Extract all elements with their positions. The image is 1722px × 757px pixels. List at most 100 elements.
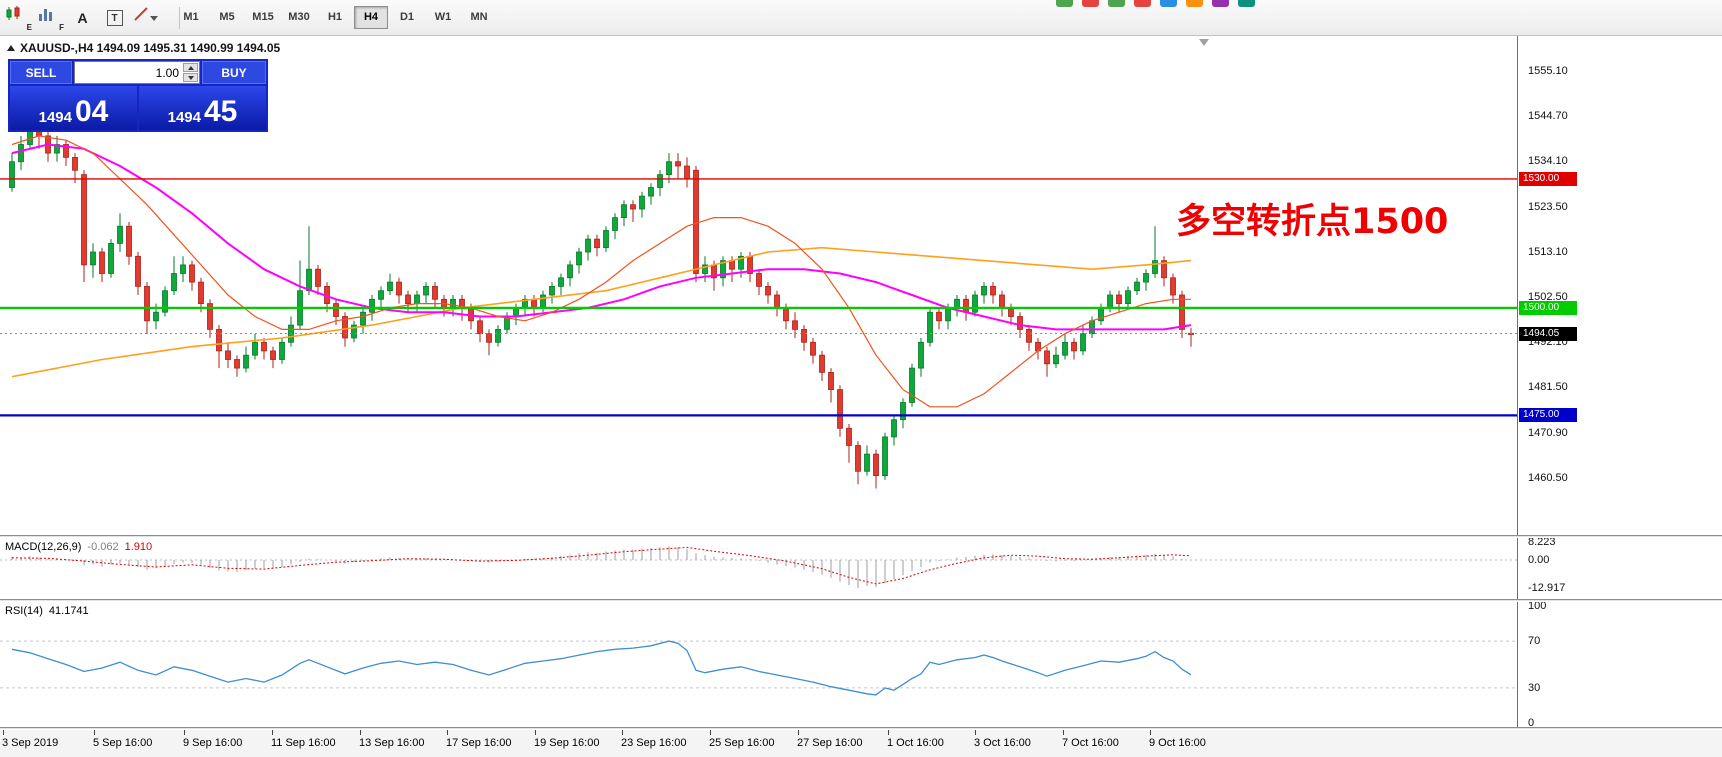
timeframe-button-W1[interactable]: W1 bbox=[434, 11, 452, 23]
buy-button[interactable]: BUY bbox=[202, 61, 266, 84]
chevron-down-icon bbox=[149, 15, 158, 21]
price-axis-label: 1502.50 bbox=[1528, 291, 1568, 303]
candle-chart-tool-button[interactable]: E bbox=[4, 5, 33, 32]
price-axis-label: 1523.50 bbox=[1528, 201, 1568, 213]
timeframe-button-M30[interactable]: M30 bbox=[288, 11, 310, 23]
text-frame-tool-button[interactable]: T bbox=[100, 5, 129, 31]
bar-chart-icon bbox=[39, 9, 52, 21]
price-axis-label: 1555.10 bbox=[1528, 65, 1568, 77]
price-axis-label: 1460.50 bbox=[1528, 472, 1568, 484]
arrow-down-icon bbox=[187, 75, 194, 80]
rsi-axis-label: 100 bbox=[1528, 600, 1547, 612]
timeframe-button-H1[interactable]: H1 bbox=[327, 11, 343, 23]
volume-stepper-buttons bbox=[183, 63, 198, 82]
tool-badge: F bbox=[59, 23, 64, 32]
rsi-axis-label: 30 bbox=[1528, 682, 1541, 694]
macd-main-value: -0.062 bbox=[87, 541, 119, 553]
price-axis-label: 1481.50 bbox=[1528, 381, 1568, 393]
time-axis-label: 25 Sep 16:00 bbox=[709, 737, 775, 749]
line-studies-tool-button[interactable] bbox=[132, 5, 172, 31]
time-axis-tick bbox=[1063, 730, 1064, 735]
time-axis-tick bbox=[94, 730, 95, 735]
sell-button[interactable]: SELL bbox=[10, 61, 72, 84]
arrow-up-icon bbox=[187, 65, 194, 70]
rsi-label: RSI(14) 41.1741 bbox=[5, 605, 89, 617]
toolbar-separator bbox=[179, 7, 180, 29]
chart-annotation-text: 多空转折点1500 bbox=[1176, 202, 1449, 242]
price-chart-panel: XAUUSD-,H4 1494.09 1495.31 1490.99 1494.… bbox=[0, 35, 1517, 535]
time-axis-tick bbox=[975, 730, 976, 735]
time-axis-label: 11 Sep 16:00 bbox=[271, 737, 336, 749]
timeframe-button-MN[interactable]: MN bbox=[470, 11, 488, 23]
rsi-value: 41.1741 bbox=[48, 605, 89, 617]
rsi-canvas[interactable] bbox=[0, 602, 1517, 727]
time-axis-label: 1 Oct 16:00 bbox=[887, 737, 944, 749]
price-axis-label: 1534.10 bbox=[1528, 155, 1568, 167]
time-axis[interactable]: 3 Sep 2019 5 Sep 16:00 9 Sep 16:00 11 Sep 1… bbox=[0, 730, 1722, 757]
panel-splitter[interactable] bbox=[0, 727, 1722, 730]
price-axis-label: 1470.90 bbox=[1528, 427, 1568, 439]
price-axis-label: 1544.70 bbox=[1528, 110, 1568, 122]
price-axis[interactable]: 1555.10 1544.70 1534.10 1523.50 1513.10 1502.… bbox=[1517, 35, 1722, 730]
macd-signal-value: 1.910 bbox=[124, 541, 153, 553]
timeframe-button-M5[interactable]: M5 bbox=[219, 11, 235, 23]
clipped-toolbar-icon[interactable] bbox=[1238, 0, 1255, 7]
time-axis-tick bbox=[888, 730, 889, 735]
time-axis-tick bbox=[184, 730, 185, 735]
sell-price-display[interactable]: 1494 04 bbox=[10, 86, 137, 130]
time-axis-tick bbox=[1150, 730, 1151, 735]
time-axis-label: 27 Sep 16:00 bbox=[797, 737, 863, 749]
clipped-toolbar-icon[interactable] bbox=[1212, 0, 1229, 7]
text-label-tool-button[interactable]: A bbox=[68, 5, 97, 31]
clipped-toolbar-icon[interactable] bbox=[1082, 0, 1099, 7]
chart-tools-group: E F A T bbox=[4, 5, 187, 32]
time-axis-label: 13 Sep 16:00 bbox=[359, 737, 425, 749]
sell-price-main: 1494 bbox=[38, 109, 72, 126]
time-axis-tick bbox=[798, 730, 799, 735]
price-tag: 1500.00 bbox=[1519, 301, 1577, 315]
clipped-toolbar-icon[interactable] bbox=[1160, 0, 1177, 7]
clipped-toolbar-icon[interactable] bbox=[1134, 0, 1151, 7]
clipped-toolbar-icon[interactable] bbox=[1056, 0, 1073, 7]
buy-price-display[interactable]: 1494 45 bbox=[139, 86, 266, 130]
volume-stepper[interactable]: 1.00 bbox=[74, 61, 200, 84]
time-axis-label: 9 Sep 16:00 bbox=[183, 737, 243, 749]
time-axis-label: 9 Oct 16:00 bbox=[1149, 737, 1206, 749]
expand-quote-icon[interactable] bbox=[7, 45, 15, 51]
timeframe-button-H4[interactable]: H4 bbox=[354, 6, 388, 29]
chart-shift-marker[interactable] bbox=[1199, 39, 1209, 46]
volume-value: 1.00 bbox=[155, 65, 179, 80]
volume-down-button[interactable] bbox=[183, 73, 198, 82]
price-axis-label: 1513.10 bbox=[1528, 246, 1568, 258]
bar-chart-tool-button[interactable]: F bbox=[36, 5, 65, 32]
rsi-axis-label: 70 bbox=[1528, 635, 1541, 647]
time-axis-label: 3 Oct 16:00 bbox=[974, 737, 1031, 749]
time-axis-label: 17 Sep 16:00 bbox=[446, 737, 512, 749]
time-axis-label: 19 Sep 16:00 bbox=[534, 737, 600, 749]
macd-panel: MACD(12,26,9) -0.062 1.910 bbox=[0, 538, 1517, 599]
symbol-ohlc-text: XAUUSD-,H4 1494.09 1495.31 1490.99 1494.… bbox=[20, 41, 281, 55]
timeframe-button-M1[interactable]: M1 bbox=[183, 11, 199, 23]
clipped-toolbar-icon[interactable] bbox=[1186, 0, 1203, 7]
price-chart-canvas[interactable] bbox=[0, 35, 1517, 535]
panel-splitter[interactable] bbox=[0, 535, 1722, 538]
time-axis-label: 3 Sep 2019 bbox=[2, 737, 59, 749]
panel-splitter[interactable] bbox=[0, 599, 1722, 602]
macd-axis-label: -12.917 bbox=[1528, 582, 1566, 594]
time-axis-tick bbox=[3, 730, 4, 735]
time-axis-tick bbox=[710, 730, 711, 735]
macd-canvas[interactable] bbox=[0, 538, 1517, 599]
clipped-toolbar-icon[interactable] bbox=[1108, 0, 1125, 7]
trendline-icon bbox=[134, 7, 148, 21]
volume-up-button[interactable] bbox=[183, 63, 198, 72]
buy-price-main: 1494 bbox=[167, 109, 201, 126]
timeframe-button-M15[interactable]: M15 bbox=[252, 11, 274, 23]
timeframe-button-D1[interactable]: D1 bbox=[399, 11, 415, 23]
price-tag: 1530.00 bbox=[1519, 172, 1577, 186]
macd-axis-label: 0.00 bbox=[1528, 554, 1550, 566]
time-axis-tick bbox=[272, 730, 273, 735]
candlestick-icon bbox=[6, 6, 20, 20]
buy-price-pips: 45 bbox=[204, 95, 238, 129]
text-a-icon: A bbox=[77, 10, 88, 26]
